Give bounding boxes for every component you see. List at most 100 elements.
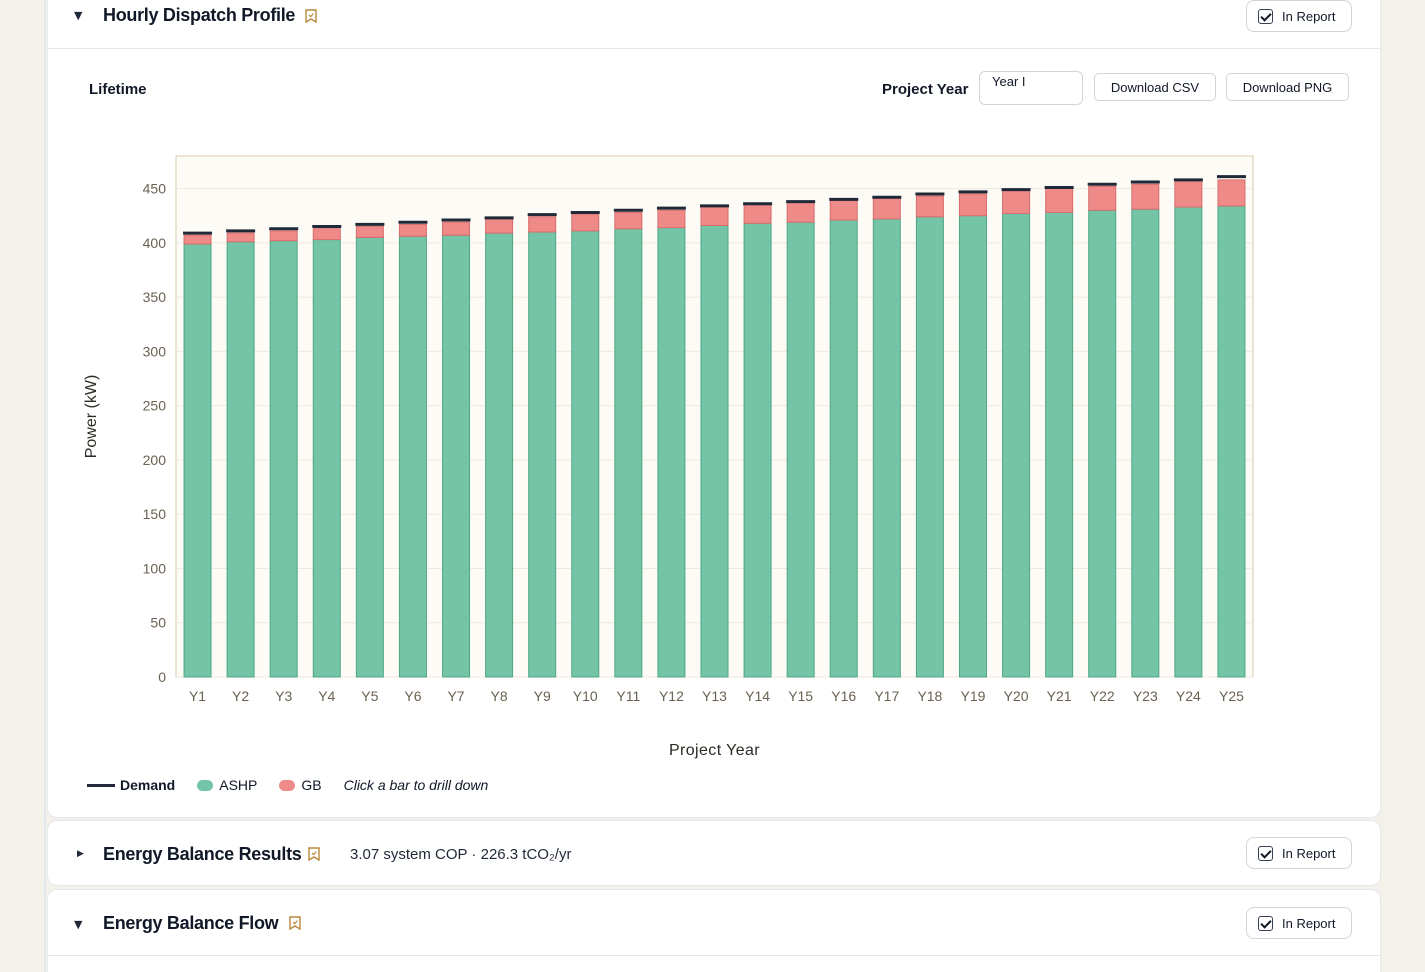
bar-ashp[interactable]	[1045, 211, 1074, 678]
bookmark-icon[interactable]	[305, 9, 317, 23]
download-csv-button[interactable]: Download CSV	[1094, 73, 1216, 101]
sidebar-edge	[0, 0, 46, 972]
bar-ashp[interactable]	[312, 239, 341, 678]
y-tick-label: 350	[143, 289, 167, 305]
bar-ashp[interactable]	[700, 224, 729, 678]
bar-ashp[interactable]	[571, 230, 600, 678]
x-tick-label: Y3	[275, 688, 292, 704]
in-report-checkbox[interactable]	[1258, 915, 1273, 931]
bar-gb[interactable]	[312, 228, 341, 241]
bar-ashp[interactable]	[915, 216, 944, 678]
x-axis-title: Project Year	[669, 742, 760, 759]
drill-down-hint: Click a bar to drill down	[343, 777, 489, 793]
bar-ashp[interactable]	[485, 232, 514, 678]
x-tick-label: Y5	[361, 688, 378, 704]
bar-ashp[interactable]	[355, 236, 384, 678]
bookmark-icon[interactable]	[308, 847, 320, 861]
x-tick-label: Y12	[659, 688, 684, 704]
bar-gb[interactable]	[398, 223, 427, 237]
bar-gb[interactable]	[1088, 185, 1117, 211]
results-summary: 3.07 system COP · 226.3 tCO₂/yr	[350, 846, 572, 863]
x-tick-label: Y17	[874, 688, 899, 704]
bar-gb[interactable]	[1002, 190, 1031, 215]
bar-ashp[interactable]	[1131, 208, 1160, 678]
bar-ashp[interactable]	[872, 218, 901, 678]
bar-gb[interactable]	[1217, 179, 1246, 207]
section-title: Hourly Dispatch Profile	[103, 5, 296, 25]
section-title: Energy Balance Results	[103, 844, 302, 864]
legend-demand-label: Demand	[120, 777, 176, 793]
bar-gb[interactable]	[1131, 183, 1160, 210]
bar-gb[interactable]	[485, 218, 514, 234]
bar-gb[interactable]	[571, 214, 600, 232]
x-tick-label: Y10	[573, 688, 598, 704]
y-tick-label: 400	[143, 235, 167, 251]
bar-ashp[interactable]	[958, 215, 987, 678]
energy-balance-flow-header[interactable]: ▼ Energy Balance Flow In Report	[48, 890, 1380, 956]
bar-ashp[interactable]	[1217, 205, 1246, 678]
bar-ashp[interactable]	[657, 227, 686, 678]
x-tick-label: Y13	[702, 688, 727, 704]
bar-ashp[interactable]	[743, 222, 772, 678]
chart-toolbar: Lifetime Project Year Year I Download CS…	[48, 71, 1380, 111]
legend-gb: GB	[279, 777, 322, 793]
bar-gb[interactable]	[226, 232, 255, 243]
in-report-checkbox[interactable]	[1258, 845, 1273, 861]
bar-gb[interactable]	[1045, 188, 1074, 213]
y-tick-label: 50	[150, 615, 166, 631]
bar-gb[interactable]	[786, 202, 815, 223]
gb-swatch	[279, 779, 296, 791]
in-report-checkbox[interactable]	[1258, 8, 1273, 24]
bar-gb[interactable]	[183, 234, 212, 245]
x-tick-label: Y1	[189, 688, 206, 704]
bar-ashp[interactable]	[614, 228, 643, 678]
x-tick-label: Y21	[1047, 688, 1072, 704]
bar-ashp[interactable]	[1088, 209, 1117, 678]
x-tick-label: Y25	[1219, 688, 1244, 704]
x-tick-label: Y23	[1133, 688, 1158, 704]
dispatch-profile-card: ▼ Hourly Dispatch Profile In Report Life…	[47, 0, 1381, 818]
bar-ashp[interactable]	[528, 231, 557, 678]
x-tick-label: Y2	[232, 688, 249, 704]
bar-gb[interactable]	[958, 193, 987, 217]
bar-gb[interactable]	[829, 200, 858, 221]
bar-gb[interactable]	[614, 211, 643, 230]
bar-ashp[interactable]	[398, 235, 427, 678]
y-tick-label: 200	[143, 452, 167, 468]
bar-gb[interactable]	[657, 209, 686, 229]
x-tick-label: Y9	[534, 688, 551, 704]
bar-ashp[interactable]	[442, 234, 471, 678]
bar-gb[interactable]	[915, 195, 944, 218]
expand-toggle-icon[interactable]: ▶	[77, 849, 84, 859]
bar-ashp[interactable]	[829, 219, 858, 678]
x-tick-label: Y11	[616, 688, 640, 704]
in-report-toggle[interactable]: In Report	[1246, 907, 1352, 939]
dispatch-profile-header[interactable]: ▼ Hourly Dispatch Profile In Report	[48, 0, 1380, 49]
bar-ashp[interactable]	[1174, 206, 1203, 678]
bar-ashp[interactable]	[269, 240, 298, 678]
in-report-label: In Report	[1282, 8, 1336, 24]
bar-ashp[interactable]	[226, 241, 255, 678]
bar-gb[interactable]	[269, 230, 298, 242]
bar-ashp[interactable]	[183, 243, 212, 678]
bookmark-icon[interactable]	[289, 916, 301, 930]
in-report-toggle[interactable]: In Report	[1246, 0, 1352, 32]
download-png-button[interactable]: Download PNG	[1226, 73, 1349, 101]
collapse-toggle-icon[interactable]: ▼	[74, 918, 83, 931]
bar-ashp[interactable]	[1002, 213, 1031, 678]
energy-balance-results-header[interactable]: ▶ Energy Balance Results 3.07 system COP…	[48, 821, 1380, 887]
bar-ashp[interactable]	[786, 221, 815, 678]
bar-gb[interactable]	[1174, 180, 1203, 208]
legend-ashp: ASHP	[197, 777, 257, 793]
bar-gb[interactable]	[528, 216, 557, 233]
bar-gb[interactable]	[700, 206, 729, 226]
y-tick-label: 150	[143, 506, 167, 522]
x-tick-label: Y20	[1004, 688, 1029, 704]
bar-gb[interactable]	[743, 204, 772, 224]
collapse-toggle-icon[interactable]: ▼	[74, 9, 83, 22]
bar-gb[interactable]	[872, 197, 901, 220]
project-year-input[interactable]: Year I	[979, 71, 1083, 105]
in-report-toggle[interactable]: In Report	[1246, 837, 1352, 869]
bar-gb[interactable]	[355, 226, 384, 238]
bar-gb[interactable]	[442, 221, 471, 236]
